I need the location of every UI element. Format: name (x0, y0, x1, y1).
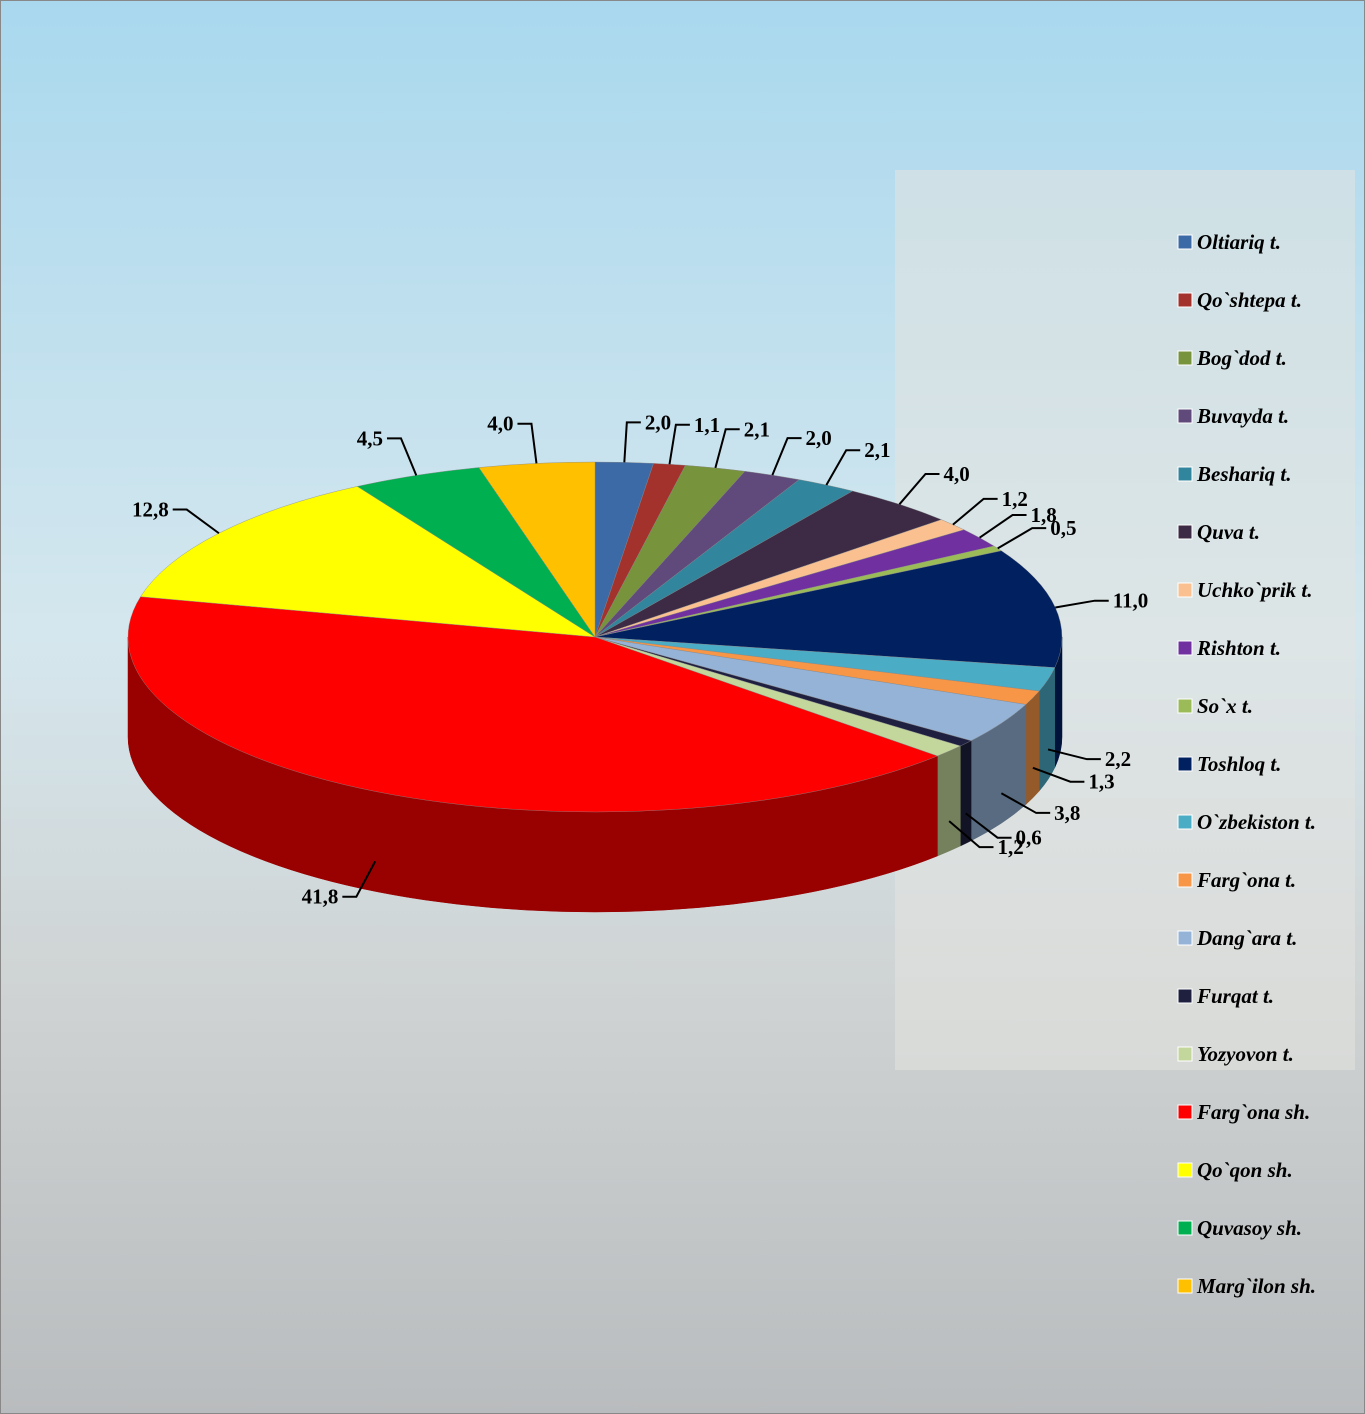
legend-label: Farg`ona sh. (1196, 1100, 1310, 1124)
data-label: 4,0 (943, 462, 969, 486)
legend-swatch (1178, 931, 1192, 945)
legend-label: Yozyovon t. (1197, 1042, 1294, 1066)
legend-swatch (1178, 1279, 1192, 1293)
slice-side (1026, 691, 1039, 804)
legend-label: Toshloq t. (1197, 752, 1281, 776)
data-label: 2,0 (645, 410, 671, 434)
legend-swatch (1178, 641, 1192, 655)
slice-side (960, 741, 971, 846)
chart: 2,01,12,12,02,14,01,21,80,511,02,21,33,8… (0, 0, 1365, 1414)
data-label: 41,8 (302, 885, 339, 909)
legend-label: Marg`ilon sh. (1196, 1274, 1316, 1298)
legend-label: So`x t. (1197, 694, 1253, 718)
legend-label: Qo`qon sh. (1197, 1158, 1293, 1182)
legend-label: Furqat t. (1196, 984, 1274, 1008)
legend-label: Rishton t. (1196, 636, 1281, 660)
legend-label: Beshariq t. (1196, 462, 1292, 486)
data-label: 2,2 (1105, 747, 1131, 771)
data-label: 2,1 (744, 417, 770, 441)
legend-swatch (1178, 757, 1192, 771)
data-label: 3,8 (1054, 801, 1080, 825)
legend-swatch (1178, 1163, 1192, 1177)
legend-swatch (1178, 467, 1192, 481)
data-label: 0,5 (1050, 516, 1076, 540)
legend-swatch (1178, 351, 1192, 365)
legend-swatch (1178, 873, 1192, 887)
legend-swatch (1178, 1221, 1192, 1235)
legend-label: Bog`dod t. (1196, 346, 1287, 370)
data-label: 4,0 (487, 412, 513, 436)
data-label: 4,5 (357, 426, 383, 450)
legend-swatch (1178, 989, 1192, 1003)
legend-swatch (1178, 525, 1192, 539)
legend-label: Farg`ona t. (1196, 868, 1296, 892)
slice-side (937, 746, 960, 856)
legend-swatch (1178, 1047, 1192, 1061)
data-label: 1,3 (1088, 770, 1114, 794)
legend-swatch (1178, 293, 1192, 307)
legend-label: Qo`shtepa t. (1197, 288, 1302, 312)
legend-swatch (1178, 815, 1192, 829)
data-label: 1,1 (694, 413, 720, 437)
legend-label: Dang`ara t. (1196, 926, 1297, 950)
legend-label: Quvasoy sh. (1197, 1216, 1302, 1240)
data-label: 2,0 (806, 426, 832, 450)
legend-label: Uchko`prik t. (1197, 578, 1313, 602)
legend-label: O`zbekiston t. (1197, 810, 1316, 834)
legend-label: Buvayda t. (1196, 404, 1289, 428)
legend-label: Oltiariq t. (1197, 230, 1281, 254)
legend-swatch (1178, 699, 1192, 713)
legend-label: Quva t. (1197, 520, 1260, 544)
legend-swatch (1178, 235, 1192, 249)
legend-swatch (1178, 409, 1192, 423)
data-label: 12,8 (132, 498, 169, 522)
legend-swatch (1178, 583, 1192, 597)
data-label: 1,2 (1002, 487, 1028, 511)
legend-swatch (1178, 1105, 1192, 1119)
data-label: 1,2 (997, 835, 1023, 859)
data-label: 2,1 (864, 438, 890, 462)
data-label: 11,0 (1113, 589, 1149, 613)
